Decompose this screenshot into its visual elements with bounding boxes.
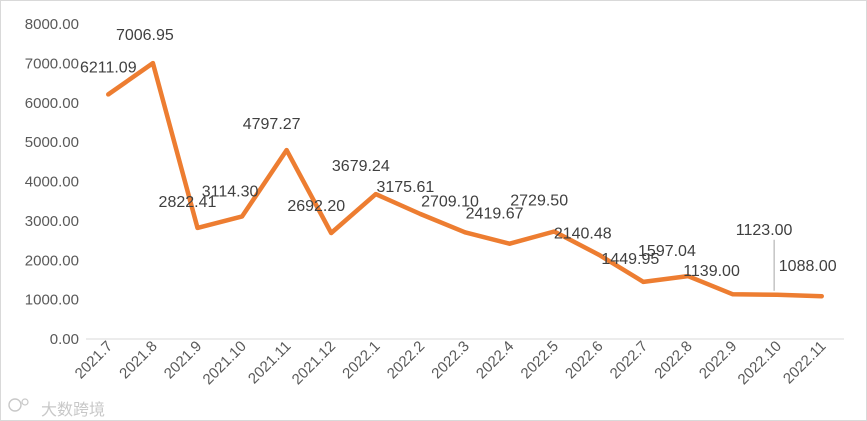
data-point: [775, 292, 780, 297]
data-point: [641, 279, 646, 284]
y-tick-label: 4000.00: [25, 174, 79, 191]
data-label: 2140.48: [554, 226, 612, 243]
y-tick-label: 0.00: [50, 331, 79, 348]
x-tick-label: 2022.5: [518, 338, 562, 382]
data-point: [150, 61, 155, 66]
x-tick-label: 2021.12: [289, 338, 339, 388]
y-tick-label: 2000.00: [25, 252, 79, 269]
data-label: 3175.61: [376, 179, 434, 196]
data-label: 6211.09: [80, 59, 137, 76]
x-tick-label: 2021.10: [200, 338, 250, 388]
y-tick-label: 3000.00: [25, 213, 79, 230]
data-label: 1088.00: [779, 258, 837, 275]
x-tick-label: 2022.6: [562, 338, 606, 382]
x-tick-label: 2022.2: [384, 338, 428, 382]
watermark-logo-icon: [8, 398, 29, 412]
data-point: [329, 230, 334, 235]
y-tick-label: 1000.00: [25, 292, 79, 309]
series-line: [106, 60, 824, 299]
data-label: 3114.30: [202, 183, 259, 200]
data-label: 2729.50: [510, 193, 568, 210]
data-point: [418, 211, 423, 216]
x-tick-label: 2022.7: [607, 338, 651, 382]
data-label: 2709.10: [421, 193, 479, 210]
data-point: [106, 92, 111, 97]
data-label: 4797.27: [243, 116, 301, 133]
data-point: [596, 252, 601, 257]
data-point: [463, 230, 467, 235]
y-axis: 0.00 1000.00 2000.00 3000.00 4000.00 5000.00 6…: [25, 16, 79, 348]
data-point: [240, 214, 245, 219]
data-point: [730, 292, 735, 297]
y-tick-label: 8000.00: [25, 16, 79, 33]
x-tick-label: 2022.10: [735, 338, 785, 388]
x-tick-label: 2022.11: [780, 338, 830, 388]
data-point: [819, 294, 824, 299]
data-label: 3679.24: [332, 158, 390, 175]
data-point: [507, 241, 512, 246]
x-tick-label: 2021.9: [161, 338, 205, 382]
x-tick-label: 2021.8: [116, 338, 160, 382]
data-label: 2692.20: [287, 198, 345, 215]
data-label: 1139.00: [683, 263, 740, 280]
data-point: [373, 192, 378, 197]
data-label: 7006.95: [116, 27, 174, 44]
x-tick-label: 2022.4: [473, 338, 517, 382]
data-label: 2419.67: [466, 206, 524, 223]
watermark: 大数跨境: [8, 398, 105, 419]
data-point: [284, 148, 289, 153]
x-tick-label: 2022.1: [339, 338, 383, 382]
y-tick-label: 7000.00: [25, 55, 79, 72]
y-tick-label: 5000.00: [25, 134, 79, 151]
data-point: [552, 229, 557, 234]
watermark-text: 大数跨境: [41, 400, 105, 419]
data-label: 1123.00: [736, 222, 793, 239]
data-label: 2822.41: [159, 194, 217, 211]
x-tick-label: 2022.8: [651, 338, 695, 382]
x-tick-label: 2022.9: [696, 338, 740, 382]
y-tick-label: 6000.00: [25, 95, 79, 112]
series-line-group: [106, 60, 824, 299]
x-tick-label: 2022.3: [428, 338, 472, 382]
data-point: [685, 274, 690, 279]
x-tick-label: 2021.11: [245, 338, 295, 388]
data-label: 1597.04: [638, 243, 696, 260]
data-point: [195, 225, 200, 230]
data-label: 1449.95: [601, 251, 659, 268]
